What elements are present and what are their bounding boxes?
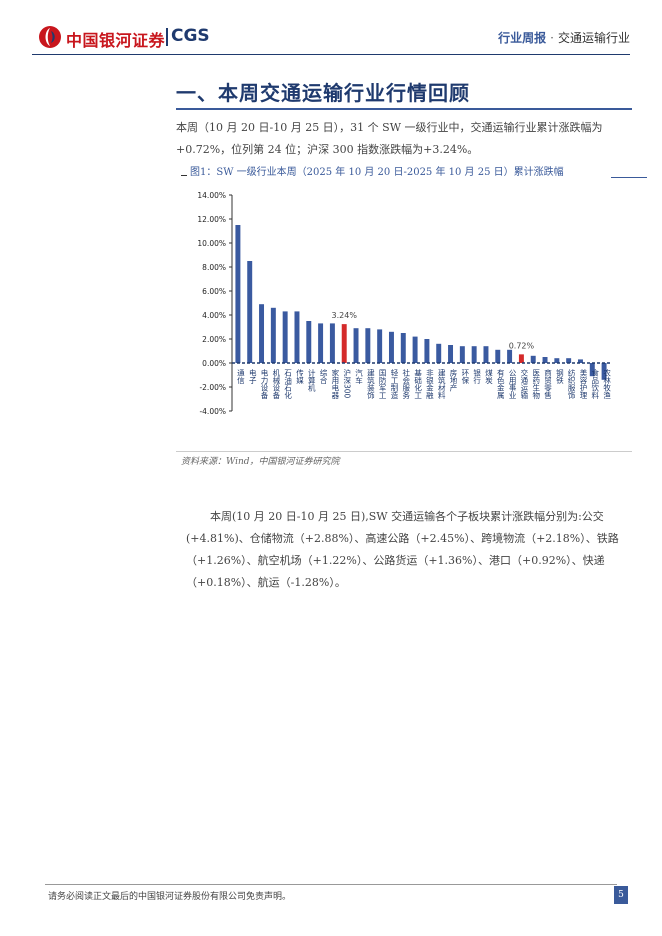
bar [318, 323, 324, 363]
x-category-label: 建筑材料 [437, 368, 446, 401]
y-tick-label: 6.00% [202, 287, 226, 296]
figure-title: 图1：SW 一级行业本周（2025 年 10 月 20 日-2025 年 10 … [190, 167, 564, 178]
bar [507, 349, 513, 363]
bar-chart-svg: 14.00% 12.00% 10.00% 8.00% 6.00% 4.00% 2.00% 0.… [197, 191, 611, 416]
bar [341, 324, 347, 363]
header-separator: · [550, 31, 554, 45]
x-category-label: 美容护理 [579, 368, 588, 400]
bar [235, 225, 241, 363]
x-category-label: 汽车 [354, 368, 363, 386]
data-label: 3.24% [332, 311, 358, 320]
x-category-label: 电力设备 [260, 368, 269, 401]
x-category-label: 传媒 [295, 368, 304, 386]
bar [247, 261, 253, 363]
x-category-label: 银行 [472, 369, 481, 386]
x-category-label: 基础化工 [413, 368, 422, 400]
x-category-label: 社会服务 [402, 368, 411, 401]
bar [589, 363, 595, 377]
x-category-label: 计算机 [307, 368, 316, 393]
x-category-label: 商贸零售 [543, 368, 552, 401]
figure-marker [181, 175, 187, 176]
report-type: 行业周报 [498, 31, 547, 45]
y-tick-label: 8.00% [202, 263, 226, 272]
page-number: 5 [614, 886, 628, 904]
paragraph-subsectors: 本周(10 月 20 日-10 月 25 日),SW 交通运输各个子板块累计涨跌… [186, 510, 619, 589]
bar [448, 345, 454, 363]
bar [329, 323, 335, 363]
y-tick-label: -2.00% [199, 383, 226, 392]
x-category-label: 建筑装饰 [366, 368, 375, 401]
x-category-label: 家用电器 [331, 368, 340, 401]
x-category-label: 公用事业 [508, 369, 517, 399]
bar [471, 346, 477, 363]
y-tick-label: -4.00% [199, 407, 226, 416]
bar [601, 363, 607, 380]
bar [294, 311, 300, 363]
bar [518, 354, 524, 363]
header-report-info: 行业周报 · 交通运输行业 [498, 29, 630, 46]
bar [530, 355, 536, 363]
bar [377, 329, 383, 363]
x-category-label: 煤炭 [484, 368, 493, 386]
section-title: 一、本周交通运输行业行情回顾 [176, 81, 470, 105]
header-rule [32, 54, 630, 55]
bar [459, 346, 465, 363]
bar [495, 349, 501, 363]
bar [306, 321, 312, 363]
data-label: 0.72% [509, 341, 535, 350]
x-category-label: 食品饮料 [591, 368, 600, 401]
y-tick-label: 14.00% [197, 191, 226, 200]
y-tick-label: 12.00% [197, 215, 226, 224]
bar [270, 307, 276, 363]
x-category-label: 环保 [461, 369, 470, 386]
bar [577, 359, 583, 363]
logo-chinese-text: 中国银河证券 [66, 31, 166, 50]
industry-name: 交通运输行业 [557, 31, 630, 45]
bar [365, 328, 371, 363]
paragraph-intro: 本周（10 月 20 日-10 月 25 日），31 个 SW 一级行业中，交通… [176, 121, 603, 156]
bar [400, 333, 406, 363]
bar [436, 343, 442, 363]
x-category-label: 有色金属 [496, 368, 505, 401]
bar [412, 336, 418, 363]
source-rule [176, 451, 632, 452]
bar [388, 331, 394, 363]
x-category-label: 钢铁 [555, 368, 564, 386]
logo-english-text: CGS [171, 26, 210, 46]
bar [259, 304, 265, 363]
x-category-label: 房地产 [449, 368, 458, 393]
x-category-label: 纺织服饰 [567, 368, 576, 401]
figure-title-rule [611, 177, 647, 178]
x-category-label: 交通运输 [520, 368, 529, 401]
bar [282, 311, 288, 363]
y-tick-label: 4.00% [202, 311, 226, 320]
x-category-label: 医药生物 [531, 369, 540, 401]
x-category-label: 通信 [236, 368, 245, 386]
x-category-label: 综合 [319, 368, 328, 386]
x-category-label: 机械设备 [272, 368, 281, 401]
bar [483, 346, 489, 363]
x-category-label: 石油石化 [283, 369, 292, 401]
x-category-label: 轻工制造 [390, 368, 399, 401]
industry-return-chart: 14.00% 12.00% 10.00% 8.00% 6.00% 4.00% 2.00% 0.… [176, 183, 616, 457]
logo-divider [166, 28, 168, 46]
footer-disclaimer: 请务必阅读正文最后的中国银河证券股份有限公司免责声明。 [48, 892, 292, 902]
y-tick-label: 10.00% [197, 239, 226, 248]
x-category-label: 电子 [248, 368, 257, 385]
logo-mark-icon [38, 25, 62, 49]
footer-rule [45, 884, 617, 885]
section-title-underline [176, 108, 632, 110]
figure-source: 资料来源：Wind，中国银河证券研究院 [181, 457, 340, 467]
x-category-label: 农林牧渔 [602, 368, 611, 400]
bar [566, 358, 572, 363]
bar [424, 339, 430, 363]
bar [554, 358, 560, 363]
x-category-label: 沪深300 [342, 368, 351, 399]
bar [353, 328, 359, 363]
x-category-label: 国防军工 [378, 369, 387, 400]
x-category-label: 非银金融 [425, 368, 434, 401]
y-tick-label: 2.00% [202, 335, 226, 344]
y-tick-label: 0.00% [202, 359, 226, 368]
bar [542, 357, 548, 363]
